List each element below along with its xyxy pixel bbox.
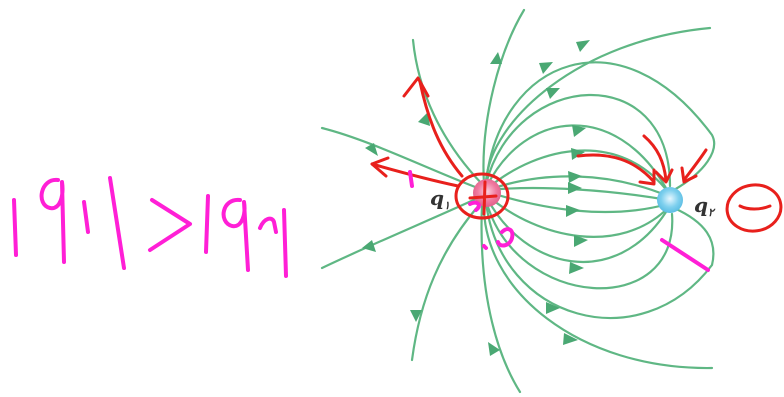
abs-bar-2: [108, 176, 126, 270]
field-line: [484, 93, 672, 188]
arrowhead-icon: [566, 205, 580, 217]
digit-q1-q: [39, 178, 66, 264]
field-line: [480, 202, 522, 394]
field-lines: [320, 8, 716, 394]
arrowhead-icon: [546, 88, 560, 99]
charge-q2-label: q٢: [694, 193, 716, 219]
field-line: [486, 175, 670, 198]
red-annotations: [370, 76, 783, 233]
field-line: [484, 198, 674, 290]
plus-sign-mark: [468, 180, 498, 216]
q1-small-note: [468, 200, 481, 212]
arrowhead-icon: [568, 182, 582, 194]
inward-arrow-2: [642, 134, 668, 182]
positive-charge-sphere: [473, 179, 501, 207]
minus-sign-mark: [738, 204, 772, 211]
arrowhead-left-icon: [370, 156, 390, 178]
inward-arrowhead-1-icon: [638, 168, 656, 186]
outward-arrow-up: [418, 80, 464, 178]
digit-q2-sub: [258, 216, 278, 234]
inward-arrowhead-3-icon: [680, 166, 698, 184]
circle-around-q1: [454, 172, 510, 220]
field-line: [484, 200, 715, 319]
negative-charge-sphere: [657, 187, 683, 213]
arrowhead-icon: [362, 240, 376, 252]
arrowhead-icon: [563, 333, 578, 345]
field-line: [320, 196, 480, 270]
greater-than-sign: [148, 198, 192, 252]
field-line: [484, 26, 712, 184]
arrowhead-icon: [572, 125, 586, 137]
field-line: [410, 202, 482, 362]
arrowhead-icon: [546, 302, 560, 314]
q2-slash-line: [660, 238, 710, 272]
inward-arrowhead-2-icon: [654, 168, 674, 184]
field-arrowheads: [362, 40, 590, 356]
field-line: [320, 126, 480, 190]
inward-arrow-1: [576, 153, 656, 184]
arrowhead-icon: [365, 143, 378, 156]
abs-bar-1: [12, 198, 18, 257]
arrowhead-icon: [569, 262, 584, 274]
arrowhead-icon: [576, 40, 590, 52]
tick-mark: [408, 170, 414, 188]
q1-sub-note: [482, 227, 515, 250]
arrowhead-icon: [418, 112, 430, 126]
field-line: [484, 61, 716, 192]
arrowhead-up-icon: [402, 76, 430, 98]
field-line: [486, 194, 670, 238]
field-line: [485, 124, 668, 190]
arrowhead-icon: [571, 148, 585, 160]
arrowhead-icon: [410, 310, 422, 322]
field-line: [485, 196, 668, 263]
digit-q2-q: [221, 197, 250, 272]
field-line: [411, 38, 484, 186]
arrowhead-icon: [539, 62, 553, 74]
charge-q1-label: q١: [430, 186, 450, 212]
abs-bar-3: [204, 194, 210, 254]
arrowhead-icon: [490, 52, 502, 64]
field-line: [486, 186, 670, 202]
inward-arrow-3: [682, 148, 708, 182]
charge-q2: q٢: [657, 187, 716, 219]
abs-bar-4: [282, 208, 288, 278]
arrowhead-icon: [488, 342, 500, 356]
magenta-annotations: [408, 170, 710, 272]
arrowhead-icon: [574, 235, 588, 247]
arrowhead-icon: [568, 171, 582, 183]
digit-q1-sub: [82, 200, 90, 234]
handwritten-relation: [12, 176, 288, 278]
charge-q1: q١: [430, 179, 501, 212]
outward-arrow-left: [370, 162, 460, 188]
field-line: [482, 198, 714, 370]
circle-around-minus: [725, 183, 783, 233]
field-line: [482, 8, 526, 186]
